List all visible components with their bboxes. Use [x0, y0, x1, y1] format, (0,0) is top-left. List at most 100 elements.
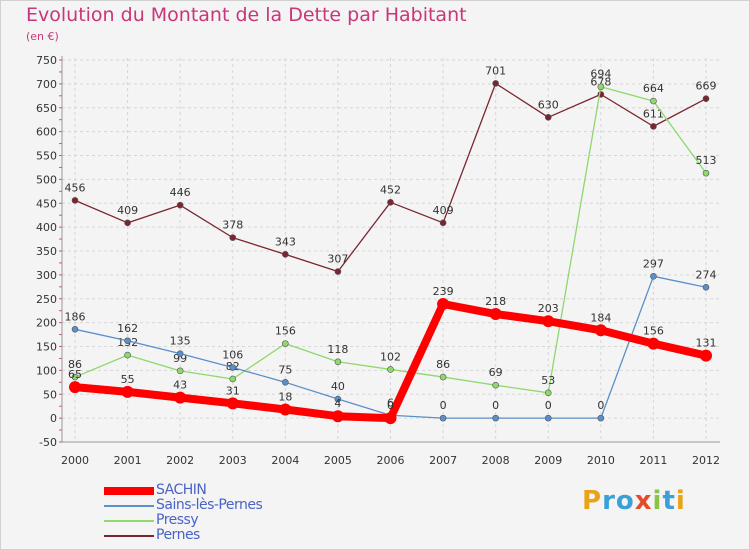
x-tick-label: 2009: [534, 454, 562, 467]
data-label: 131: [696, 337, 717, 350]
y-tick-label: 450: [36, 197, 57, 210]
data-point: [650, 273, 657, 280]
legend-swatch-sachin: [104, 487, 154, 495]
data-label: 186: [65, 310, 86, 323]
data-label: 118: [327, 343, 348, 356]
data-point: [279, 403, 292, 416]
data-label: 86: [436, 358, 450, 371]
data-label: 75: [278, 363, 292, 376]
data-point: [176, 201, 184, 209]
data-label: 162: [117, 322, 138, 335]
data-point: [174, 391, 187, 404]
data-point: [282, 340, 289, 347]
x-tick-label: 2005: [324, 454, 352, 467]
data-label: 102: [380, 350, 401, 363]
data-label: 218: [485, 295, 506, 308]
legend-swatch-sains-les-pernes: [104, 505, 154, 507]
data-label: 106: [222, 349, 243, 362]
data-label: 630: [538, 98, 559, 111]
data-point: [384, 412, 397, 425]
y-tick-label: -50: [39, 436, 57, 449]
logo-letter: x: [634, 486, 653, 516]
data-point: [176, 350, 184, 357]
chart-unit-label: (en €): [26, 30, 59, 43]
data-label: 203: [538, 302, 559, 315]
data-label: 409: [433, 204, 454, 217]
x-tick-label: 2010: [587, 454, 615, 467]
data-point: [647, 337, 660, 350]
data-label: 65: [68, 368, 82, 381]
data-label: 53: [541, 374, 555, 387]
data-label: 135: [170, 335, 191, 348]
data-label: 611: [643, 107, 664, 120]
data-point: [121, 385, 134, 398]
x-tick-label: 2002: [166, 454, 194, 467]
legend-label-sains-les-pernes: Sains-lès-Pernes: [156, 497, 263, 513]
logo-letter: t: [662, 486, 676, 516]
legend-label-pressy: Pressy: [156, 512, 199, 528]
data-point: [650, 97, 657, 105]
y-tick-label: 250: [36, 293, 57, 306]
chart-title: Evolution du Montant de la Dette par Hab…: [26, 4, 467, 26]
data-point: [176, 367, 184, 375]
data-point: [700, 349, 712, 362]
data-point: [597, 83, 605, 91]
data-label: 694: [590, 68, 611, 81]
y-tick-label: 350: [36, 245, 57, 258]
data-label: 452: [380, 183, 401, 196]
data-label: 0: [387, 399, 394, 412]
data-point: [594, 324, 607, 337]
data-point: [702, 283, 710, 291]
y-tick-label: 50: [43, 388, 57, 401]
data-label: 86: [68, 358, 82, 371]
y-tick-label: 400: [36, 221, 57, 234]
data-point: [229, 234, 237, 241]
x-tick-label: 2000: [61, 454, 89, 467]
legend-label-sachin: SACHIN: [156, 482, 207, 498]
x-tick-label: 2011: [639, 454, 667, 467]
data-label: 156: [643, 325, 664, 338]
data-point: [702, 95, 710, 102]
data-label: 701: [485, 64, 506, 77]
y-tick-label: 550: [36, 150, 57, 163]
data-point: [387, 366, 394, 373]
y-tick-label: 600: [36, 126, 57, 139]
data-point: [71, 197, 79, 204]
data-label: 31: [226, 384, 240, 397]
y-tick-label: 0: [50, 412, 57, 425]
x-tick-label: 2012: [692, 454, 720, 467]
data-point: [544, 114, 552, 121]
x-tick-label: 2004: [271, 454, 299, 467]
x-tick-label: 2008: [482, 454, 510, 467]
proxiti-logo: Proxiti: [582, 486, 686, 516]
data-point: [124, 351, 131, 359]
data-point: [282, 379, 289, 386]
data-point: [439, 373, 447, 381]
data-point: [597, 414, 605, 422]
data-point: [387, 198, 394, 206]
data-point: [334, 358, 342, 366]
data-point: [334, 395, 342, 403]
y-tick-label: 300: [36, 269, 57, 282]
data-point: [650, 123, 657, 130]
data-label: 409: [117, 204, 138, 217]
data-point: [544, 389, 552, 397]
data-label: 513: [696, 154, 717, 167]
y-tick-label: 150: [36, 341, 57, 354]
data-label: 55: [121, 373, 135, 386]
data-point: [331, 410, 344, 423]
data-point: [69, 381, 81, 394]
data-label: 0: [545, 399, 552, 412]
data-point: [229, 364, 237, 371]
data-label: 69: [489, 366, 503, 379]
data-label: 18: [278, 391, 292, 404]
y-tick-label: 500: [36, 173, 57, 186]
y-tick-label: 750: [36, 54, 57, 67]
data-label: 40: [331, 380, 345, 393]
data-label: 297: [643, 257, 664, 270]
logo-letter: i: [652, 486, 663, 516]
data-point: [334, 268, 342, 275]
data-label: 274: [696, 268, 717, 281]
data-point: [226, 397, 239, 410]
